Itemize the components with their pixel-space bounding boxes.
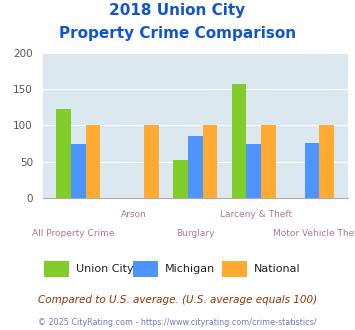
- Bar: [71, 144, 86, 198]
- Bar: [320, 125, 334, 198]
- Bar: [203, 125, 217, 198]
- Text: Michigan: Michigan: [165, 264, 215, 274]
- Bar: [188, 136, 203, 198]
- Text: Compared to U.S. average. (U.S. average equals 100): Compared to U.S. average. (U.S. average …: [38, 295, 317, 305]
- Bar: [305, 143, 320, 198]
- Text: All Property Crime: All Property Crime: [32, 229, 114, 238]
- FancyBboxPatch shape: [222, 261, 247, 277]
- Text: Larceny & Theft: Larceny & Theft: [220, 210, 293, 218]
- Text: © 2025 CityRating.com - https://www.cityrating.com/crime-statistics/: © 2025 CityRating.com - https://www.city…: [38, 318, 317, 327]
- Bar: [232, 84, 246, 198]
- Bar: [86, 125, 100, 198]
- Text: Burglary: Burglary: [176, 229, 214, 238]
- Text: 2018 Union City: 2018 Union City: [109, 3, 246, 17]
- Bar: [246, 144, 261, 198]
- Text: National: National: [254, 264, 300, 274]
- Text: Arson: Arson: [121, 210, 147, 218]
- Text: Motor Vehicle Theft: Motor Vehicle Theft: [273, 229, 355, 238]
- Bar: [173, 160, 188, 198]
- FancyBboxPatch shape: [133, 261, 158, 277]
- FancyBboxPatch shape: [44, 261, 69, 277]
- Bar: [144, 125, 159, 198]
- Bar: [56, 109, 71, 198]
- Text: Property Crime Comparison: Property Crime Comparison: [59, 26, 296, 41]
- Bar: [261, 125, 275, 198]
- Text: Union City: Union City: [76, 264, 134, 274]
